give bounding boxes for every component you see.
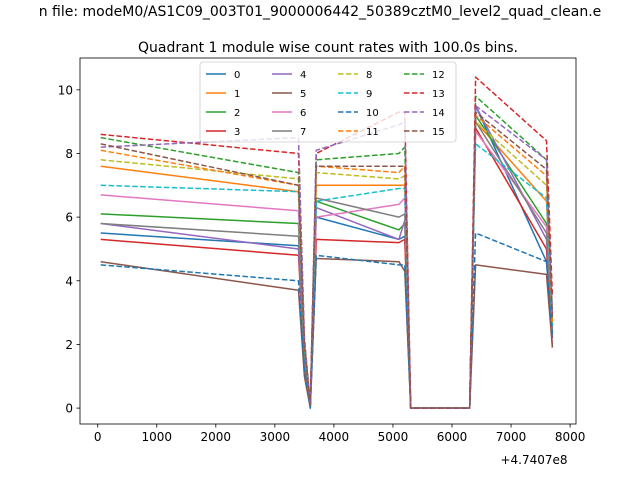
y-tick-label-2: 2 xyxy=(65,338,73,352)
legend-label-2: 2 xyxy=(234,108,240,119)
legend-label-6: 6 xyxy=(300,108,306,119)
series-line-15 xyxy=(100,111,554,409)
legend-label-10: 10 xyxy=(366,108,379,119)
x-offset-label: +4.7407e8 xyxy=(500,453,567,467)
x-tick-label-5000: 5000 xyxy=(378,430,409,444)
series-line-14 xyxy=(100,104,554,409)
legend-label-1: 1 xyxy=(234,89,240,100)
legend-label-7: 7 xyxy=(300,127,306,138)
legend-label-9: 9 xyxy=(366,89,372,100)
x-tick-label-4000: 4000 xyxy=(319,430,350,444)
y-tick-label-10: 10 xyxy=(58,83,73,97)
legend-label-3: 3 xyxy=(234,127,240,138)
x-tick-label-7000: 7000 xyxy=(496,430,527,444)
legend-box xyxy=(199,61,457,143)
y-tick-label-8: 8 xyxy=(65,147,73,161)
x-tick-label-1000: 1000 xyxy=(141,430,172,444)
plot-area: 0 1000 2000 3000 4000 5000 6000 7000 80000246810… xyxy=(58,57,586,444)
legend-label-8: 8 xyxy=(366,70,372,81)
legend-label-11: 11 xyxy=(366,127,379,138)
series-line-10 xyxy=(100,232,554,409)
legend-label-15: 15 xyxy=(432,127,445,138)
axes-frame xyxy=(79,57,577,425)
y-tick-label-4: 4 xyxy=(65,274,73,288)
x-tick-label-3000: 3000 xyxy=(260,430,291,444)
figure-suptitle: n file: modeM0/AS1C09_003T01_9000006442_… xyxy=(39,4,602,20)
y-tick-label-6: 6 xyxy=(65,211,73,225)
legend-label-4: 4 xyxy=(300,70,306,81)
y-tick-label-0: 0 xyxy=(65,402,73,416)
series-line-5 xyxy=(100,257,554,409)
x-tick-label-2000: 2000 xyxy=(201,430,232,444)
chart-title: Quadrant 1 module wise count rates with … xyxy=(138,40,518,56)
x-tick-label-0: 0 xyxy=(94,430,102,444)
legend-label-14: 14 xyxy=(432,108,445,119)
x-tick-label-8000: 8000 xyxy=(555,430,586,444)
x-tick-label-6000: 6000 xyxy=(437,430,468,444)
legend-label-12: 12 xyxy=(432,70,445,81)
legend-label-0: 0 xyxy=(234,70,240,81)
legend-label-13: 13 xyxy=(432,89,445,100)
legend-label-5: 5 xyxy=(300,89,306,100)
